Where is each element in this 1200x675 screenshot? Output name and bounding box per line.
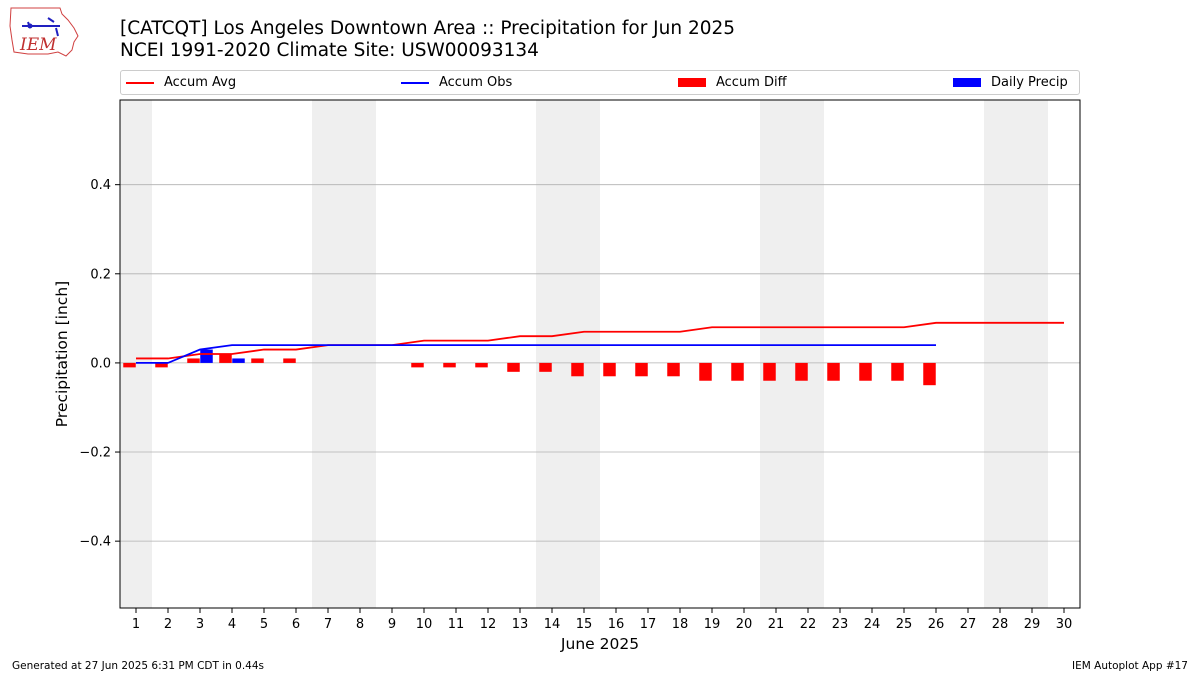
footer-app-id: IEM Autoplot App #17 — [1072, 660, 1188, 672]
weekend-shade-3 — [760, 100, 824, 608]
x-tick-label-27: 27 — [960, 617, 977, 632]
legend-item-daily-precip: Daily Precip — [953, 71, 1068, 94]
y-tick-label-2: 0.0 — [90, 356, 111, 371]
x-tick-label-25: 25 — [896, 617, 913, 632]
weekend-shade-0 — [120, 100, 152, 608]
legend-item-accum-obs: Accum Obs — [401, 71, 512, 94]
daily-precip-bar-day-4 — [232, 358, 245, 363]
x-tick-label-21: 21 — [768, 617, 785, 632]
x-tick-label-17: 17 — [640, 617, 657, 632]
legend-swatch-accum-diff — [678, 78, 706, 87]
x-tick-label-11: 11 — [448, 617, 465, 632]
x-tick-label-2: 2 — [164, 617, 172, 632]
svg-text:IEM: IEM — [19, 35, 57, 55]
accum-diff-bar-day-4 — [219, 354, 232, 363]
accum-diff-bar-day-17 — [635, 362, 648, 377]
accum-diff-bar-day-24 — [859, 362, 872, 381]
accum-diff-bar-day-11 — [443, 362, 456, 368]
y-tick-label-4: 0.4 — [90, 178, 111, 193]
accum-diff-bar-day-23 — [827, 362, 840, 381]
legend-label-daily-precip: Daily Precip — [991, 75, 1068, 90]
accum-avg-line — [136, 321, 1064, 360]
accum-diff-bar-day-22 — [795, 362, 808, 381]
accum-diff-bar-day-18 — [667, 362, 680, 377]
accum-diff-bar-day-16 — [603, 362, 616, 377]
iem-logo: IEM — [9, 7, 79, 57]
x-tick-label-6: 6 — [292, 617, 300, 632]
x-axis-label: June 2025 — [560, 635, 639, 653]
x-tick-label-9: 9 — [388, 617, 396, 632]
x-tick-label-28: 28 — [992, 617, 1009, 632]
accum-diff-bar-day-20 — [731, 362, 744, 381]
accum-diff-bar-day-3 — [187, 358, 200, 363]
x-tick-label-14: 14 — [544, 617, 561, 632]
x-tick-label-5: 5 — [260, 617, 268, 632]
x-tick-label-23: 23 — [832, 617, 849, 632]
accum-diff-bar-day-21 — [763, 362, 776, 381]
accum-diff-bar-day-25 — [891, 362, 904, 381]
accum-diff-bar-day-5 — [251, 358, 264, 363]
legend-swatch-daily-precip — [953, 78, 981, 87]
legend-swatch-accum-avg — [126, 81, 154, 84]
legend-swatch-accum-obs — [401, 81, 429, 84]
weekend-shade-2 — [536, 100, 600, 608]
accum-diff-bar-day-10 — [411, 362, 424, 368]
x-tick-label-29: 29 — [1024, 617, 1041, 632]
x-tick-label-26: 26 — [928, 617, 945, 632]
accum-diff-bar-day-13 — [507, 362, 520, 372]
x-tick-label-16: 16 — [608, 617, 625, 632]
chart-title: [CATCQT] Los Angeles Downtown Area :: Pr… — [120, 18, 735, 62]
x-tick-label-24: 24 — [864, 617, 881, 632]
legend-label-accum-avg: Accum Avg — [164, 75, 237, 90]
legend: Accum Avg Accum Obs Accum Diff Daily Pre… — [120, 70, 1080, 95]
x-tick-label-22: 22 — [800, 617, 817, 632]
accum-obs-line — [136, 344, 936, 364]
x-tick-label-15: 15 — [576, 617, 593, 632]
daily-precip-bar-day-3 — [200, 349, 213, 363]
y-tick-label-3: 0.2 — [90, 267, 111, 282]
plot-frame — [119, 99, 1081, 609]
accum-diff-bar-day-19 — [699, 362, 712, 381]
chart-title-line1: [CATCQT] Los Angeles Downtown Area :: Pr… — [120, 18, 736, 39]
legend-item-accum-diff: Accum Diff — [678, 71, 787, 94]
weekend-shade-4 — [984, 100, 1048, 608]
accum-diff-bar-day-14 — [539, 362, 552, 372]
footer-generated: Generated at 27 Jun 2025 6:31 PM CDT in … — [12, 660, 265, 672]
x-tick-label-4: 4 — [228, 617, 236, 632]
y-tick-label-1: −0.2 — [79, 446, 111, 461]
x-tick-label-30: 30 — [1056, 617, 1073, 632]
accum-diff-bar-day-6 — [283, 358, 296, 363]
x-tick-label-18: 18 — [672, 617, 689, 632]
x-tick-label-3: 3 — [196, 617, 204, 632]
weekend-shade-1 — [312, 100, 376, 608]
legend-label-accum-diff: Accum Diff — [716, 75, 787, 90]
x-tick-label-12: 12 — [480, 617, 497, 632]
y-tick-label-0: −0.4 — [79, 535, 111, 550]
chart-title-line2: NCEI 1991-2020 Climate Site: USW00093134 — [120, 40, 539, 61]
x-tick-label-8: 8 — [356, 617, 364, 632]
x-tick-label-20: 20 — [736, 617, 753, 632]
accum-diff-bar-day-12 — [475, 362, 488, 368]
x-tick-label-10: 10 — [416, 617, 433, 632]
x-tick-label-13: 13 — [512, 617, 529, 632]
accum-diff-bar-day-15 — [571, 362, 584, 377]
x-tick-label-7: 7 — [324, 617, 332, 632]
y-axis-label: Precipitation [inch] — [53, 281, 71, 427]
x-tick-label-19: 19 — [704, 617, 721, 632]
legend-item-accum-avg: Accum Avg — [126, 71, 236, 94]
legend-label-accum-obs: Accum Obs — [439, 75, 513, 90]
accum-diff-bar-day-2 — [155, 362, 168, 368]
accum-diff-bar-day-1 — [123, 362, 136, 368]
accum-diff-bar-day-26 — [923, 362, 936, 386]
x-tick-label-1: 1 — [132, 617, 140, 632]
